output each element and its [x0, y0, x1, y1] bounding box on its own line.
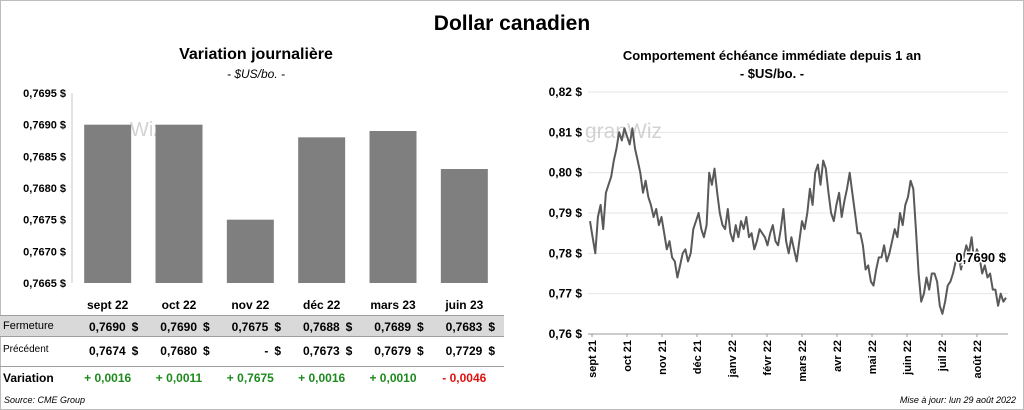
- currency-suffix: $: [417, 320, 424, 334]
- main-title: Dollar canadien: [433, 12, 591, 35]
- x-tick-label: mars 23: [370, 298, 416, 312]
- currency-suffix: $: [203, 320, 210, 334]
- currency-suffix: $: [203, 344, 210, 358]
- bar: [155, 124, 203, 284]
- currency-suffix: $: [345, 344, 353, 358]
- row-label: Fermeture: [3, 320, 54, 332]
- y-tick-label: 0,7680 $: [23, 183, 66, 195]
- table-cell: -: [264, 344, 269, 358]
- table-cell: 0,7729: [445, 344, 483, 358]
- row-label: Variation: [3, 371, 54, 385]
- table-cell: 0,7683: [445, 320, 483, 334]
- y-tick-label: 0,7675 $: [23, 215, 66, 227]
- table-cell: 0,7688: [302, 320, 340, 334]
- table-cell: 0,7690: [160, 320, 197, 334]
- bar-chart: 0,7665 $ 0,7670 $ 0,7675 $ 0,7680 $ 0,7685 $…: [23, 88, 488, 312]
- update-note: Mise à jour: lun 29 août 2022: [899, 395, 1016, 405]
- table-cell: 0,7675: [231, 320, 269, 334]
- line-chart-title: Comportement échéance immédiate depuis 1…: [622, 48, 922, 63]
- y-tick-label: 0,7695 $: [23, 88, 66, 100]
- table-cell: 0,7680: [160, 344, 197, 358]
- currency-suffix: $: [131, 320, 139, 334]
- table-cell: 0,7674: [88, 344, 126, 358]
- y-tick-label: 0,7670 $: [23, 246, 66, 258]
- table-cell: + 0,0016: [298, 371, 346, 385]
- table-cell: 0,7673: [302, 344, 340, 358]
- y-tick-label: 0,7690 $: [23, 120, 66, 132]
- x-tick-label: sept 22: [87, 298, 129, 312]
- y-tick-label: 0,7685 $: [23, 151, 66, 163]
- bar: [226, 219, 274, 283]
- line-chart-subtitle: - $US/bo. -: [739, 66, 805, 81]
- bar: [298, 137, 346, 283]
- table-cell: + 0,7675: [226, 371, 274, 385]
- table-cell: 0,7690: [88, 320, 126, 334]
- table-cell: - 0,0046: [442, 371, 487, 385]
- table-cell: 0,7679: [374, 344, 411, 358]
- currency-suffix: $: [274, 344, 282, 358]
- source-note: Source: CME Group: [4, 395, 86, 405]
- x-tick-label: juin 23: [444, 298, 483, 312]
- currency-suffix: $: [488, 320, 496, 334]
- x-tick-label: nov 22: [231, 298, 269, 312]
- row-label: Précédent: [3, 344, 49, 355]
- bar: [369, 131, 417, 283]
- table-cell: 0,7689: [374, 320, 411, 334]
- x-tick-label: déc 22: [303, 298, 341, 312]
- table-cell: + 0,0011: [155, 371, 203, 385]
- currency-suffix: $: [274, 320, 282, 334]
- table-row-close: Fermeture $0,7690 $0,7690 $0,7675 $0,7688 $0…: [0, 315, 504, 337]
- table-cell: + 0,0010: [369, 371, 417, 385]
- currency-suffix: $: [131, 344, 139, 358]
- bar-chart-subtitle: - $US/bo. -: [226, 67, 286, 81]
- table-cell: + 0,0016: [84, 371, 132, 385]
- bar: [84, 124, 132, 284]
- bar: [440, 169, 488, 283]
- x-tick-label: oct 22: [162, 298, 197, 312]
- bar-chart-title: Variation journalière: [179, 46, 333, 63]
- currency-suffix: $: [488, 344, 496, 358]
- table-row-previous: Précédent $0,7674 $0,7680 $ - $0,7673 $0,7679…: [0, 340, 504, 362]
- currency-suffix: $: [417, 344, 424, 358]
- currency-suffix: $: [345, 320, 353, 334]
- table-row-change: Variation + 0,0016 + 0,0011 + 0,7675 + 0,00…: [0, 366, 504, 388]
- y-tick-label: 0,7665 $: [23, 278, 66, 290]
